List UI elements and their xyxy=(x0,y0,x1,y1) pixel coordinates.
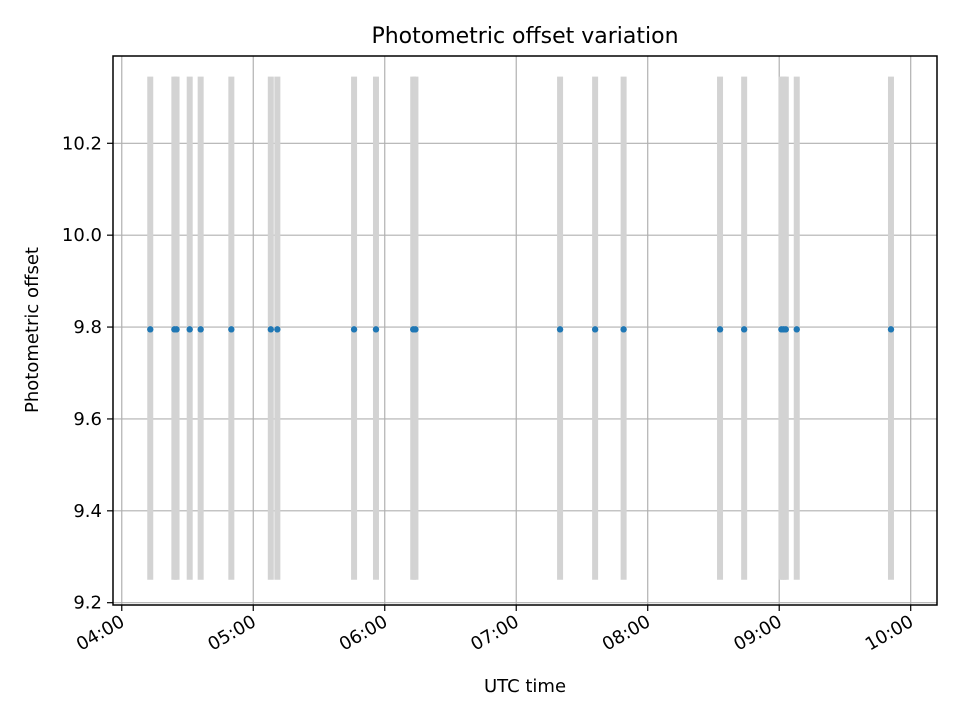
data-point xyxy=(147,326,154,333)
data-point xyxy=(372,326,380,333)
x-axis-ticks: 04:00 05:00 06:00 07:00 08:00 09:00 10:00 xyxy=(73,605,917,655)
x-tick-label: 08:00 xyxy=(599,611,654,655)
data-point xyxy=(186,326,193,333)
y-tick-label: 9.8 xyxy=(73,317,102,338)
data-point xyxy=(173,326,180,333)
x-tick-label: 10:00 xyxy=(862,611,917,655)
data-point xyxy=(197,326,204,333)
data-point xyxy=(267,326,274,333)
y-tick-label: 9.6 xyxy=(73,409,102,430)
x-tick-label: 09:00 xyxy=(730,611,785,655)
x-tick-label: 05:00 xyxy=(204,611,259,655)
y-tick-label: 10.2 xyxy=(62,133,102,154)
data-point xyxy=(716,326,724,333)
data-point xyxy=(782,326,789,333)
x-tick-label: 07:00 xyxy=(467,611,522,655)
data-point xyxy=(412,326,419,333)
plot-area-frame xyxy=(112,55,938,606)
y-tick-label: 10.0 xyxy=(62,225,102,246)
data-point xyxy=(274,326,281,333)
data-point xyxy=(793,326,800,333)
grid-lines xyxy=(113,56,937,605)
y-tick-label: 9.4 xyxy=(73,501,102,522)
x-tick-label: 06:00 xyxy=(336,611,391,655)
data-point xyxy=(350,326,358,333)
data-point xyxy=(556,326,564,333)
y-axis-ticks: 9.2 9.4 9.6 9.8 10.0 10.2 xyxy=(62,133,113,614)
data-point xyxy=(228,326,235,333)
data-point xyxy=(887,326,895,333)
chart-title: Photometric offset variation xyxy=(371,24,678,49)
data-points xyxy=(147,326,895,333)
x-axis-label: UTC time xyxy=(484,676,566,697)
data-point xyxy=(620,326,627,333)
x-tick-label: 04:00 xyxy=(73,611,128,655)
data-point xyxy=(740,326,748,333)
y-tick-label: 9.2 xyxy=(73,593,102,614)
y-axis-label: Photometric offset xyxy=(22,247,43,413)
data-point xyxy=(591,326,599,333)
